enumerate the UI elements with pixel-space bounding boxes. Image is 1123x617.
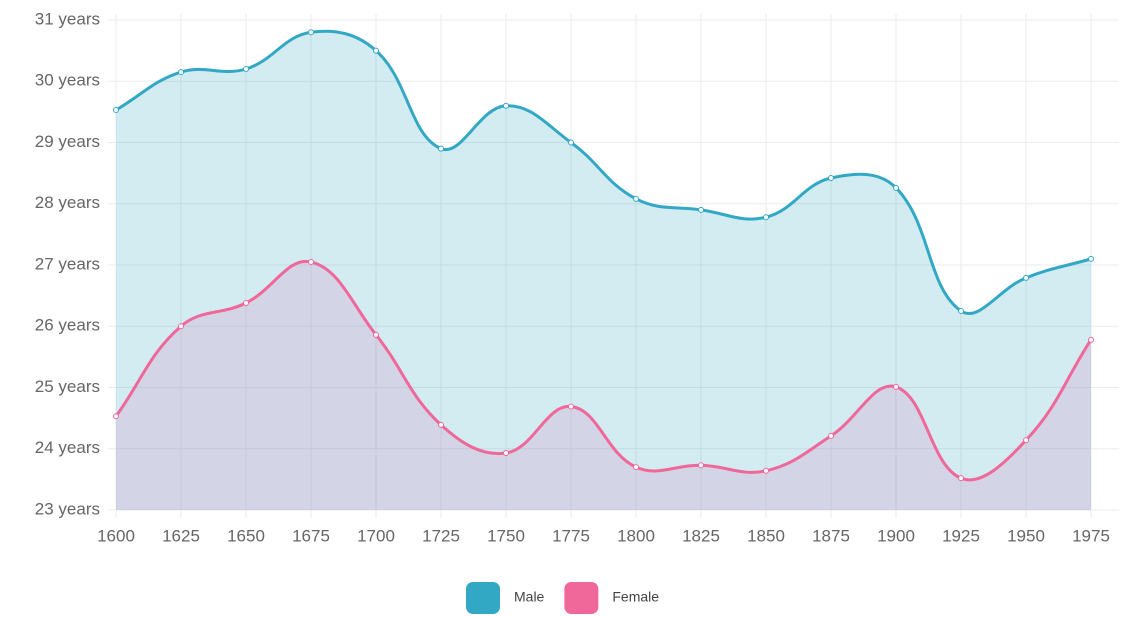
point bbox=[503, 102, 509, 109]
point bbox=[373, 47, 379, 54]
x-tick-label: 1775 bbox=[552, 526, 590, 545]
y-tick-label: 25 years bbox=[35, 377, 100, 396]
x-tick-label: 1875 bbox=[812, 526, 850, 545]
legend-swatch bbox=[466, 582, 500, 614]
point bbox=[1088, 255, 1094, 262]
point bbox=[1023, 437, 1029, 444]
x-tick-label: 1625 bbox=[162, 526, 200, 545]
x-tick-label: 1650 bbox=[227, 526, 265, 545]
point bbox=[503, 450, 509, 457]
line bbox=[114, 259, 1093, 482]
legend-swatch bbox=[564, 582, 599, 614]
y-tick-label: 30 years bbox=[35, 71, 100, 90]
y-tick-label: 29 years bbox=[35, 132, 100, 151]
point bbox=[958, 475, 964, 482]
point bbox=[828, 175, 834, 182]
legend-label: Male bbox=[514, 589, 545, 605]
point bbox=[568, 139, 574, 146]
point bbox=[113, 107, 119, 114]
point bbox=[893, 383, 899, 390]
point bbox=[633, 464, 639, 471]
point bbox=[373, 331, 379, 338]
y-tick-label: 31 years bbox=[35, 9, 100, 28]
point bbox=[893, 184, 899, 191]
x-tick-label: 1600 bbox=[97, 526, 135, 545]
point bbox=[698, 462, 704, 469]
point bbox=[828, 432, 834, 439]
point bbox=[178, 323, 184, 330]
point bbox=[633, 195, 639, 202]
y-tick-label: 24 years bbox=[35, 438, 100, 457]
point bbox=[763, 214, 769, 221]
x-tick-label: 1850 bbox=[747, 526, 785, 545]
area bbox=[116, 31, 1091, 510]
x-tick-label: 1900 bbox=[877, 526, 915, 545]
x-tick-label: 1725 bbox=[422, 526, 460, 545]
point bbox=[568, 403, 574, 410]
x-tick-label: 1925 bbox=[942, 526, 980, 545]
x-tick-label: 1825 bbox=[682, 526, 720, 545]
point bbox=[438, 421, 444, 428]
point bbox=[243, 299, 249, 306]
y-tick-label: 28 years bbox=[35, 193, 100, 212]
point bbox=[958, 307, 964, 314]
y-tick-label: 23 years bbox=[35, 499, 100, 518]
x-tick-label: 1800 bbox=[617, 526, 655, 545]
point bbox=[243, 66, 249, 72]
point bbox=[698, 206, 704, 213]
x-tick-label: 1700 bbox=[357, 526, 395, 545]
legend-label: Female bbox=[612, 589, 659, 605]
point bbox=[1023, 274, 1029, 281]
point bbox=[308, 29, 314, 36]
y-tick-label: 27 years bbox=[35, 254, 100, 273]
point bbox=[438, 145, 444, 152]
x-tick-label: 1750 bbox=[487, 526, 525, 545]
point bbox=[308, 258, 314, 265]
point bbox=[1088, 336, 1094, 343]
line bbox=[115, 29, 1092, 315]
point bbox=[178, 69, 184, 76]
x-tick-label: 1975 bbox=[1072, 526, 1110, 545]
point bbox=[763, 467, 769, 474]
x-tick-label: 1950 bbox=[1007, 526, 1045, 545]
y-tick-label: 26 years bbox=[35, 316, 100, 335]
point bbox=[113, 413, 119, 420]
x-tick-label: 1675 bbox=[292, 526, 330, 545]
area bbox=[116, 261, 1091, 510]
